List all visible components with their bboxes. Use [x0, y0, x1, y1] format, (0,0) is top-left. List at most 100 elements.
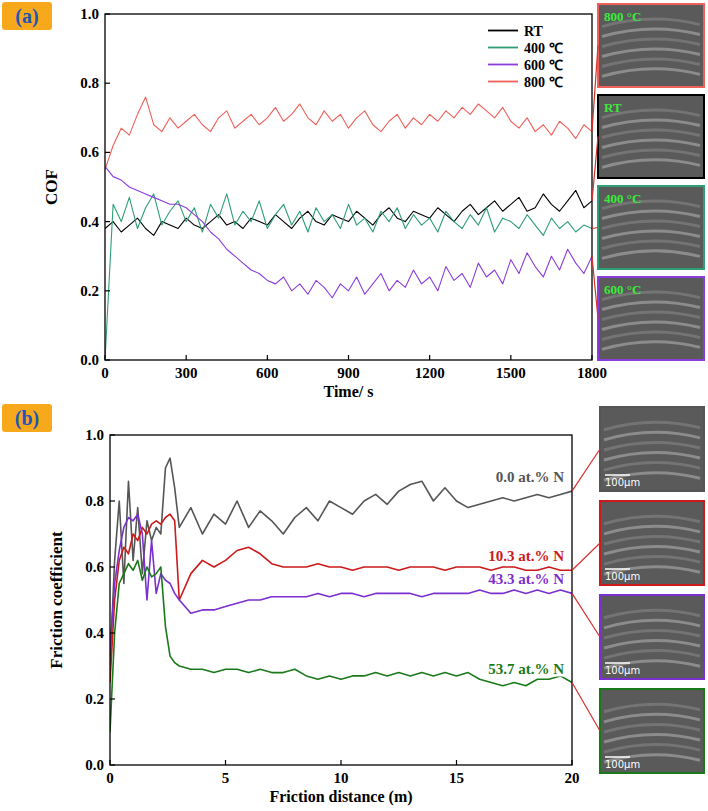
x-axis-title: Time/ s: [324, 383, 374, 400]
inset-texture: [602, 49, 700, 57]
inset-texture: [604, 526, 700, 534]
legend-label: 400 ℃: [524, 41, 563, 56]
inset-texture: [602, 312, 700, 320]
inset-texture: [604, 463, 700, 471]
inset-texture: [604, 735, 700, 743]
figure: (a)0.00.20.40.60.81.00300600900120015001…: [0, 0, 708, 811]
scale-bar: [605, 474, 630, 476]
inset-texture: [604, 745, 700, 753]
inset-label: 100μm: [605, 477, 640, 488]
legend-swatch: [488, 47, 518, 49]
inset-texture: [602, 221, 700, 229]
end-label-bg: [486, 661, 566, 677]
scale-bar: [605, 756, 630, 758]
inset-texture: [604, 610, 700, 618]
y-tick: [110, 434, 115, 435]
x-tick-label: 5: [222, 770, 230, 786]
y-tick-label: 0.2: [85, 691, 104, 707]
end-label-bg: [486, 548, 566, 564]
y-tick-label: 0.2: [80, 283, 99, 299]
inset-texture: [602, 140, 700, 148]
y-tick: [110, 500, 115, 501]
series-label: 43.3 at.% N: [488, 571, 564, 587]
x-tick-label: 0: [101, 365, 109, 381]
end-label: 0.0 at.% N: [494, 469, 566, 485]
inset-label: 100μm: [605, 571, 640, 582]
y-tick-label: 0.0: [85, 757, 104, 773]
inset-image: [598, 95, 704, 178]
inset-border: [600, 407, 704, 491]
y-tick: [110, 764, 115, 765]
inset-texture: [604, 704, 700, 712]
x-tick: [267, 355, 268, 360]
x-tick-label: 15: [449, 770, 464, 786]
inset-label: 100μm: [605, 665, 640, 676]
inset-texture: [602, 322, 700, 330]
x-axis-title: Friction distance (m): [269, 788, 412, 806]
inset-image: [600, 407, 704, 491]
inset-texture: [602, 342, 700, 350]
inset-texture: [604, 651, 700, 659]
inset-texture: [602, 211, 700, 219]
inset-label: 600 °C: [604, 282, 641, 297]
inset-texture: [602, 150, 700, 158]
y-tick-label: 0.6: [85, 559, 104, 575]
panel: (b)0.00.20.40.60.81.005101520Friction di…: [2, 404, 704, 806]
legend: RT400 ℃600 ℃800 ℃: [488, 24, 563, 90]
inset-texture: [604, 714, 700, 722]
scale-bar: [605, 662, 630, 664]
inset-texture: [604, 432, 700, 440]
legend-label: 800 ℃: [524, 75, 563, 90]
inset-texture: [604, 724, 700, 732]
y-tick: [110, 632, 115, 633]
y-tick-label: 0.0: [80, 352, 99, 368]
inset-texture: [604, 620, 700, 628]
inset-label: RT: [604, 100, 622, 115]
inset-texture: [602, 241, 700, 249]
inset-image: [598, 4, 704, 87]
inset: 400 °C: [598, 186, 704, 269]
x-tick-label: 1800: [577, 365, 607, 381]
x-tick: [348, 355, 349, 360]
inset-texture: [602, 251, 700, 259]
inset-texture: [604, 442, 700, 450]
legend-label: RT: [524, 24, 544, 39]
inset: 100μm: [600, 595, 704, 679]
series-line: [110, 458, 572, 666]
inset-border: [598, 4, 704, 87]
inset-texture: [602, 59, 700, 67]
inset-border: [600, 595, 704, 679]
inset-texture: [604, 422, 700, 430]
inset-border: [598, 277, 704, 360]
inset-connector: [572, 449, 600, 491]
x-tick-label: 900: [337, 365, 360, 381]
x-tick-label: 1500: [496, 365, 526, 381]
series-line: [110, 514, 572, 649]
inset-texture: [602, 231, 700, 239]
inset-border: [600, 689, 704, 773]
inset-texture: [602, 39, 700, 47]
plot-frame: [105, 14, 592, 360]
inset: 100μm: [600, 689, 704, 773]
inset-border: [600, 501, 704, 585]
inset-texture: [602, 160, 700, 168]
inset-image: [600, 595, 704, 679]
inset: 100μm: [600, 407, 704, 491]
y-tick-label: 0.4: [80, 214, 99, 230]
inset-texture: [604, 453, 700, 461]
inset-connector: [572, 593, 600, 637]
y-tick-label: 0.6: [80, 144, 99, 160]
y-tick: [105, 359, 110, 360]
scale-bar: [605, 568, 630, 570]
x-tick-label: 20: [565, 770, 580, 786]
x-tick-label: 10: [334, 770, 349, 786]
panel-letter-box: [2, 404, 52, 432]
y-tick-label: 1.0: [85, 427, 104, 443]
y-tick: [105, 290, 110, 291]
x-tick: [591, 355, 592, 360]
inset-border: [598, 95, 704, 178]
x-tick: [571, 760, 572, 765]
inset-texture: [602, 120, 700, 128]
x-tick-label: 1200: [415, 365, 445, 381]
x-tick: [340, 760, 341, 765]
